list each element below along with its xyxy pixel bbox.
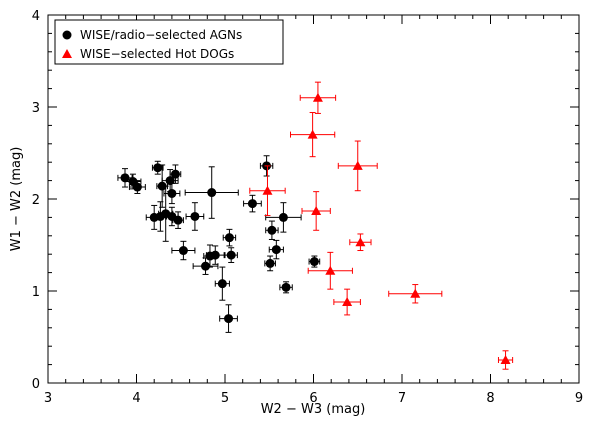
- data-point: [311, 205, 322, 215]
- data-point: [352, 160, 363, 170]
- data-point: [157, 181, 167, 191]
- data-point: [312, 92, 323, 102]
- data-point: [247, 199, 257, 209]
- x-tick-label: 5: [221, 391, 229, 406]
- data-point: [267, 225, 277, 235]
- y-axis-label: W1 − W2 (mag): [9, 147, 24, 252]
- data-point: [153, 163, 163, 173]
- y-tick-label: 4: [32, 9, 40, 24]
- y-tick-label: 1: [32, 285, 40, 300]
- data-point: [207, 188, 217, 198]
- data-point: [201, 261, 211, 271]
- plot-frame: [47, 14, 580, 384]
- data-point: [271, 245, 281, 255]
- data-point: [173, 215, 183, 225]
- axis-ticks: [47, 14, 580, 384]
- legend-label-agn: WISE/radio−selected AGNs: [80, 28, 242, 42]
- series-agn: [117, 155, 321, 333]
- legend-marker-agn: [62, 30, 72, 40]
- data-series: [117, 81, 514, 370]
- x-tick-labels: 3 4 5 6 7 8 9: [44, 391, 583, 406]
- y-tick-label: 3: [32, 101, 40, 116]
- data-point: [132, 182, 142, 192]
- x-tick-label: 7: [398, 391, 406, 406]
- data-point: [224, 314, 234, 324]
- legend-marker-hotdog: [62, 49, 72, 58]
- data-point: [170, 169, 180, 179]
- data-point: [281, 282, 291, 292]
- data-point: [120, 173, 130, 183]
- data-point: [224, 233, 234, 243]
- data-point: [190, 211, 200, 221]
- y-tick-labels: 0 1 2 3 4: [32, 9, 40, 392]
- x-tick-label: 6: [309, 391, 317, 406]
- data-point: [307, 129, 318, 139]
- data-point: [167, 188, 177, 198]
- data-point: [210, 250, 220, 260]
- y-tick-label: 0: [32, 377, 40, 392]
- x-tick-label: 9: [575, 391, 583, 406]
- data-point: [410, 288, 421, 298]
- legend-box: [54, 19, 284, 65]
- y-tick-label: 2: [32, 193, 40, 208]
- error-bar: [219, 304, 238, 333]
- data-point: [262, 185, 273, 195]
- series-hotdog: [249, 81, 514, 370]
- data-point: [309, 257, 319, 267]
- data-point: [226, 250, 236, 260]
- data-point: [217, 279, 227, 289]
- x-tick-label: 4: [132, 391, 140, 406]
- x-axis-label: W2 − W3 (mag): [261, 402, 366, 417]
- data-point: [165, 176, 175, 186]
- data-point: [342, 297, 353, 307]
- x-tick-label: 8: [486, 391, 494, 406]
- legend-label-hotdog: WISE−selected Hot DOGs: [80, 47, 234, 61]
- data-point: [500, 355, 511, 364]
- data-point: [265, 258, 275, 268]
- data-point: [178, 246, 188, 256]
- legend: WISE/radio−selected AGNs WISE−selected H…: [54, 19, 284, 65]
- data-point: [278, 212, 288, 222]
- x-tick-label: 3: [44, 391, 52, 406]
- data-point: [325, 265, 336, 275]
- data-point: [355, 237, 366, 247]
